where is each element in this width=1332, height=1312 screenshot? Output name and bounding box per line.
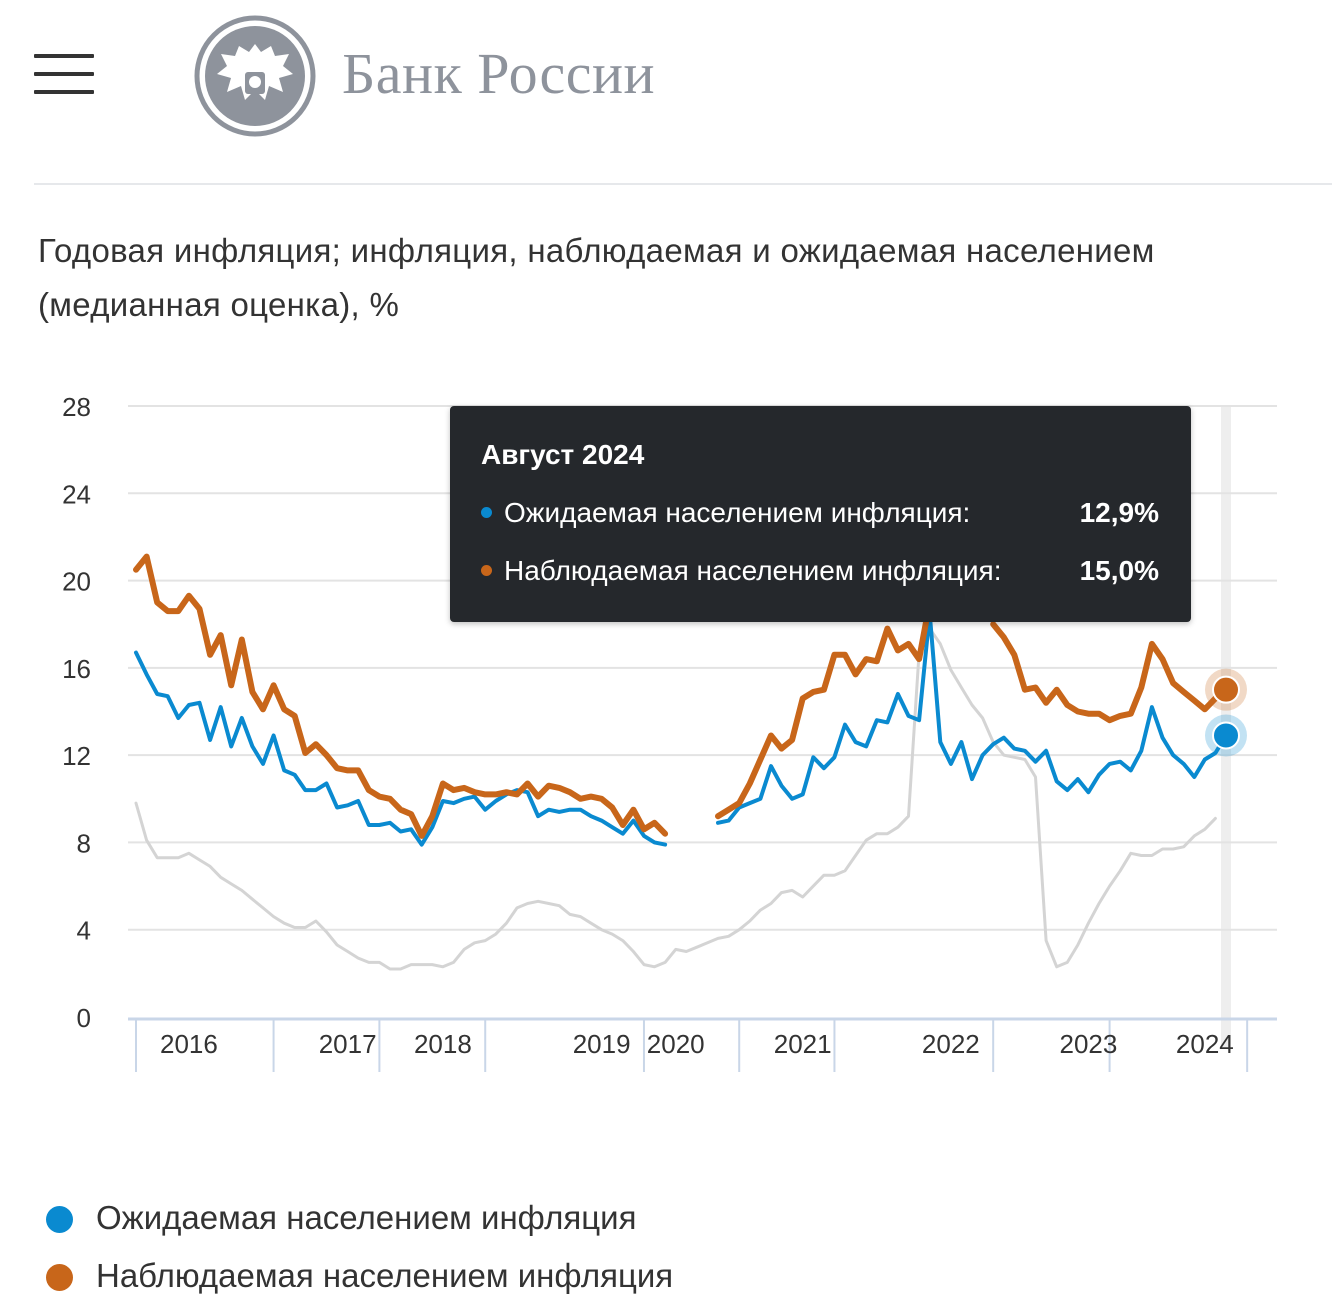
brand-name: Банк России (342, 41, 656, 106)
tooltip-value-observed: 15,0% (1079, 555, 1159, 586)
tooltip-row-expected: Ожидаемая населением инфляция: (481, 497, 970, 529)
y-tick-label: 20 (62, 567, 91, 597)
x-tick-label: 2022 (922, 1029, 980, 1059)
x-tick-label: 2016 (160, 1029, 218, 1059)
series-line (715, 599, 933, 820)
tooltip-label-expected: Ожидаемая населением инфляция: (504, 497, 971, 528)
x-tick-label: 2020 (647, 1029, 705, 1059)
legend-label-expected: Ожидаемая населением инфляция (96, 1199, 637, 1236)
hamburger-menu-icon[interactable] (34, 52, 96, 96)
series-line (134, 627, 1217, 971)
x-tick-label: 2019 (573, 1029, 631, 1059)
highlight-point (1212, 675, 1240, 704)
chart-tooltip: Август 2024 Ожидаемая населением инфляци… (450, 406, 1191, 622)
x-tick-label: 2023 (1060, 1029, 1118, 1059)
y-tick-label: 8 (77, 828, 91, 858)
y-tick-label: 28 (62, 392, 91, 422)
y-tick-label: 0 (77, 1003, 91, 1033)
y-tick-label: 16 (62, 654, 91, 684)
chart-title: Годовая инфляция; инфляция, наблюдаемая … (38, 232, 1155, 323)
tooltip-label-observed: Наблюдаемая населением инфляция: (504, 555, 1002, 586)
legend-label-observed: Наблюдаемая населением инфляция (96, 1257, 674, 1294)
legend-dot-observed (46, 1264, 73, 1291)
tooltip-row-observed: Наблюдаемая населением инфляция: (481, 555, 1001, 587)
y-tick-label: 4 (77, 916, 91, 946)
x-tick-label: 2024 (1176, 1029, 1234, 1059)
header-divider (34, 183, 1332, 185)
x-tick-label: 2018 (414, 1029, 472, 1059)
y-tick-label: 24 (62, 479, 91, 509)
series-line (133, 553, 669, 839)
tooltip-title: Август 2024 (481, 439, 645, 470)
tooltip-value-expected: 12,9% (1079, 497, 1159, 528)
highlight-point (1212, 721, 1240, 750)
x-tick-label: 2021 (774, 1029, 832, 1059)
double-headed-eagle-emblem-icon[interactable] (193, 14, 317, 138)
page-header: Банк России (0, 0, 1332, 185)
series-line (990, 621, 1229, 724)
y-tick-label: 12 (62, 741, 91, 771)
tooltip-dot-expected (481, 507, 492, 518)
x-tick-label: 2017 (319, 1029, 377, 1059)
tooltip-dot-observed (481, 565, 492, 576)
series-line (134, 650, 668, 847)
legend-dot-expected (46, 1206, 73, 1233)
series-line (716, 611, 1228, 825)
